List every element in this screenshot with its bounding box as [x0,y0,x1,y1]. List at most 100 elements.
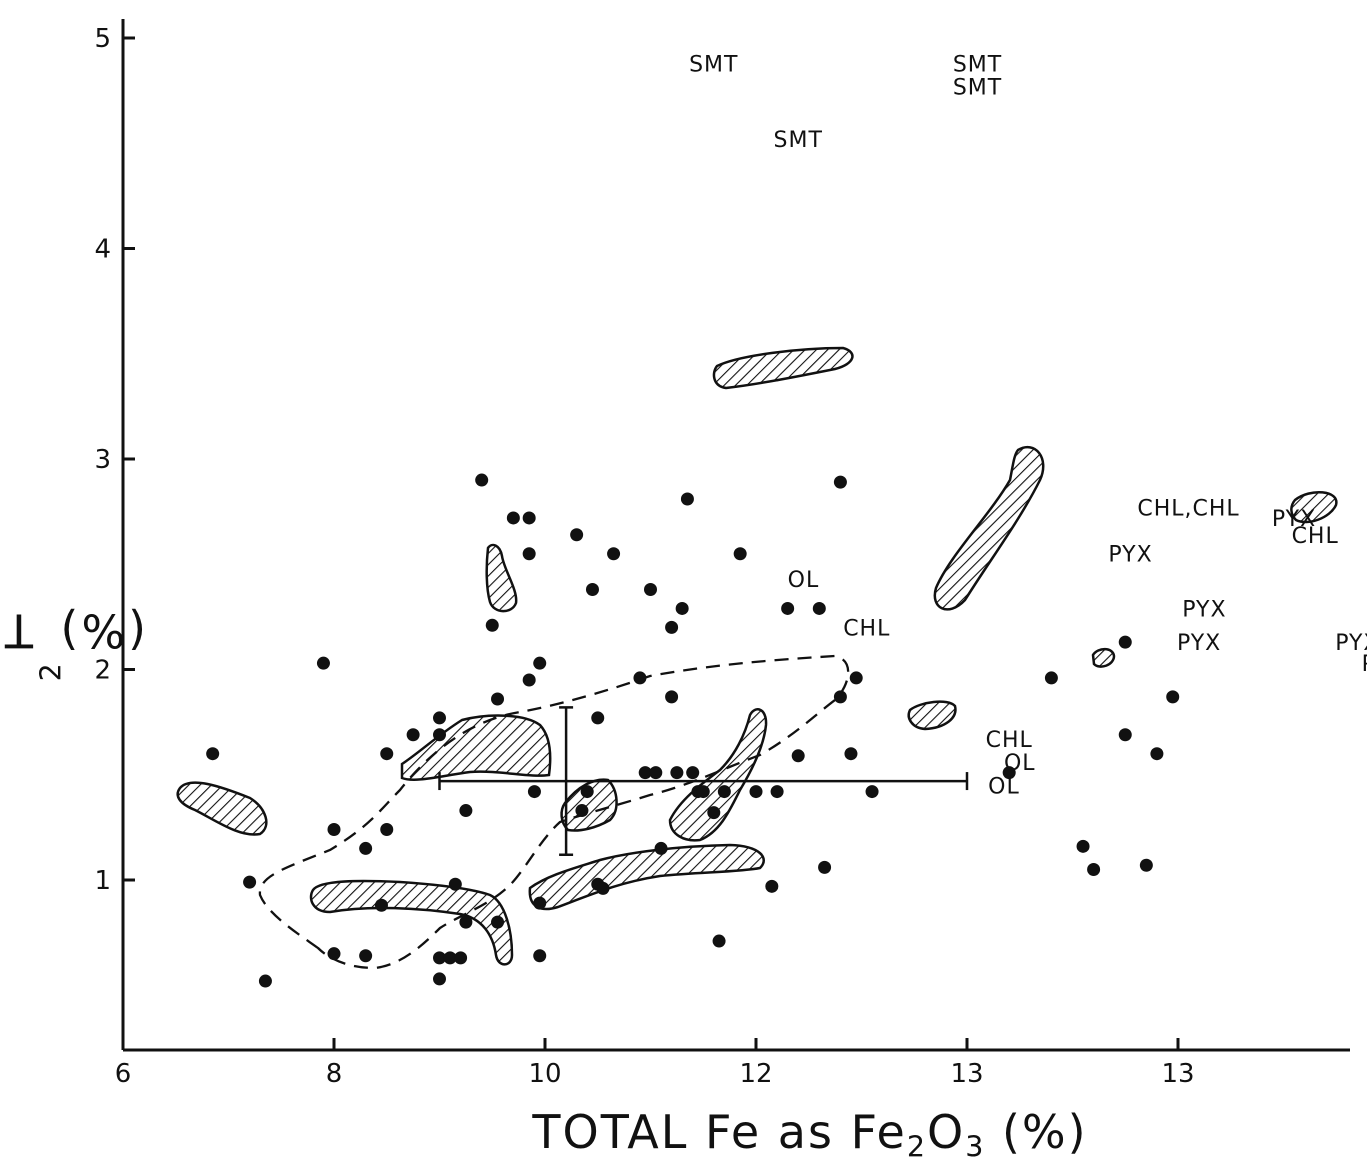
data-point [607,547,621,561]
hatched-field [485,543,518,613]
y-tick-label: 3 [94,445,111,475]
y-tick-label: 2 [94,656,111,686]
hatched-field [933,445,1045,611]
hatched-field [712,346,854,390]
data-point [818,860,832,874]
data-point [591,711,605,725]
y-axis-label-unit: (%) [56,602,146,657]
data-point [1076,839,1090,853]
data-point [812,601,826,615]
data-point [781,601,795,615]
data-point [670,766,684,780]
dashed-envelope [258,654,850,970]
x-tick-label: 6 [115,1059,132,1089]
data-point [712,934,726,948]
data-point [1150,747,1164,761]
data-point [680,492,694,506]
data-point [380,822,394,836]
hatched-field [176,781,268,836]
data-point [258,974,272,988]
data-point [733,547,747,561]
data-point [791,749,805,763]
mineral-label: SMT [953,75,1002,100]
data-point [585,583,599,597]
data-point [596,881,610,895]
data-point [707,806,721,820]
data-point [686,766,700,780]
x-tick-label: 12 [739,1059,772,1089]
data-point [448,877,462,891]
data-point [522,673,536,687]
data-point [833,690,847,704]
data-point [665,690,679,704]
data-point [406,728,420,742]
data-point [644,583,657,597]
data-point [765,879,779,893]
mineral-label: CHL [1292,524,1339,549]
mineral-label: PYX [1108,543,1152,568]
data-point [665,620,679,634]
x-tick-label: 10 [528,1059,561,1089]
mineral-label: SMT [953,52,1002,77]
data-point [506,511,520,525]
data-point [454,951,468,965]
axes [121,19,1350,1052]
data-point [374,898,388,912]
mineral-label: OL [988,774,1020,799]
mineral-label: CHL [843,616,890,641]
mineral-label: PYX [1182,597,1226,622]
data-point [649,766,663,780]
data-point [359,841,373,855]
data-point [433,728,446,742]
mineral-label: OL [788,568,820,593]
data-point [654,841,668,855]
y-axis-label-subscript: 2 [34,659,68,682]
x-ticks: 681012131316 [115,1038,1195,1089]
mineral-label: PYX [1335,631,1367,656]
hatched-field [1290,490,1338,524]
data-point [675,601,689,615]
data-point [459,804,473,818]
data-point [849,671,863,685]
x-tick-label: 8 [326,1059,343,1089]
data-point [633,671,647,685]
mineral-label: CHL,CHL [1137,496,1239,521]
hatched-field [309,879,514,966]
data-point [316,656,330,670]
data-point [580,785,594,799]
data-point [717,785,731,799]
data-point [327,947,341,961]
data-point [485,618,499,632]
data-point [243,875,257,889]
data-point [1139,858,1153,872]
data-point [570,528,584,542]
data-point [380,747,394,761]
mineral-label: PYX [1362,652,1367,677]
data-point [359,949,373,963]
hatched-field [400,714,552,781]
data-point [1087,862,1101,876]
data-point [206,747,220,761]
data-point [459,915,473,929]
data-point [533,896,547,910]
y-tick-label: 4 [94,235,111,265]
data-point [433,711,446,725]
y-axis-label-text: Ti O [0,602,33,657]
mineral-label: PYX [1177,631,1221,656]
mineral-label: SMT [689,52,738,77]
x-tick-label: 13 [1161,1059,1194,1089]
hatched-field [907,700,957,731]
y-tick-label: 5 [94,24,111,54]
x-axis-label-unit: (%) [985,1105,1088,1159]
data-point [491,692,505,706]
data-point [475,473,489,487]
x-axis-label: TOTAL Fe as Fe2O3 (%) [480,1105,1140,1164]
data-point [491,915,505,929]
mineral-label: SMT [774,128,823,153]
y-axis-label: Ti O2 (%) [0,450,145,810]
mineral-label: OL [1004,751,1036,776]
data-point [533,949,547,963]
data-point [327,822,341,836]
annotations: SMT SMTSMTSMTOLCHLCHLOLOLCHL,CHLPYXPYXPYX… [689,52,1367,799]
data-point [1044,671,1058,685]
